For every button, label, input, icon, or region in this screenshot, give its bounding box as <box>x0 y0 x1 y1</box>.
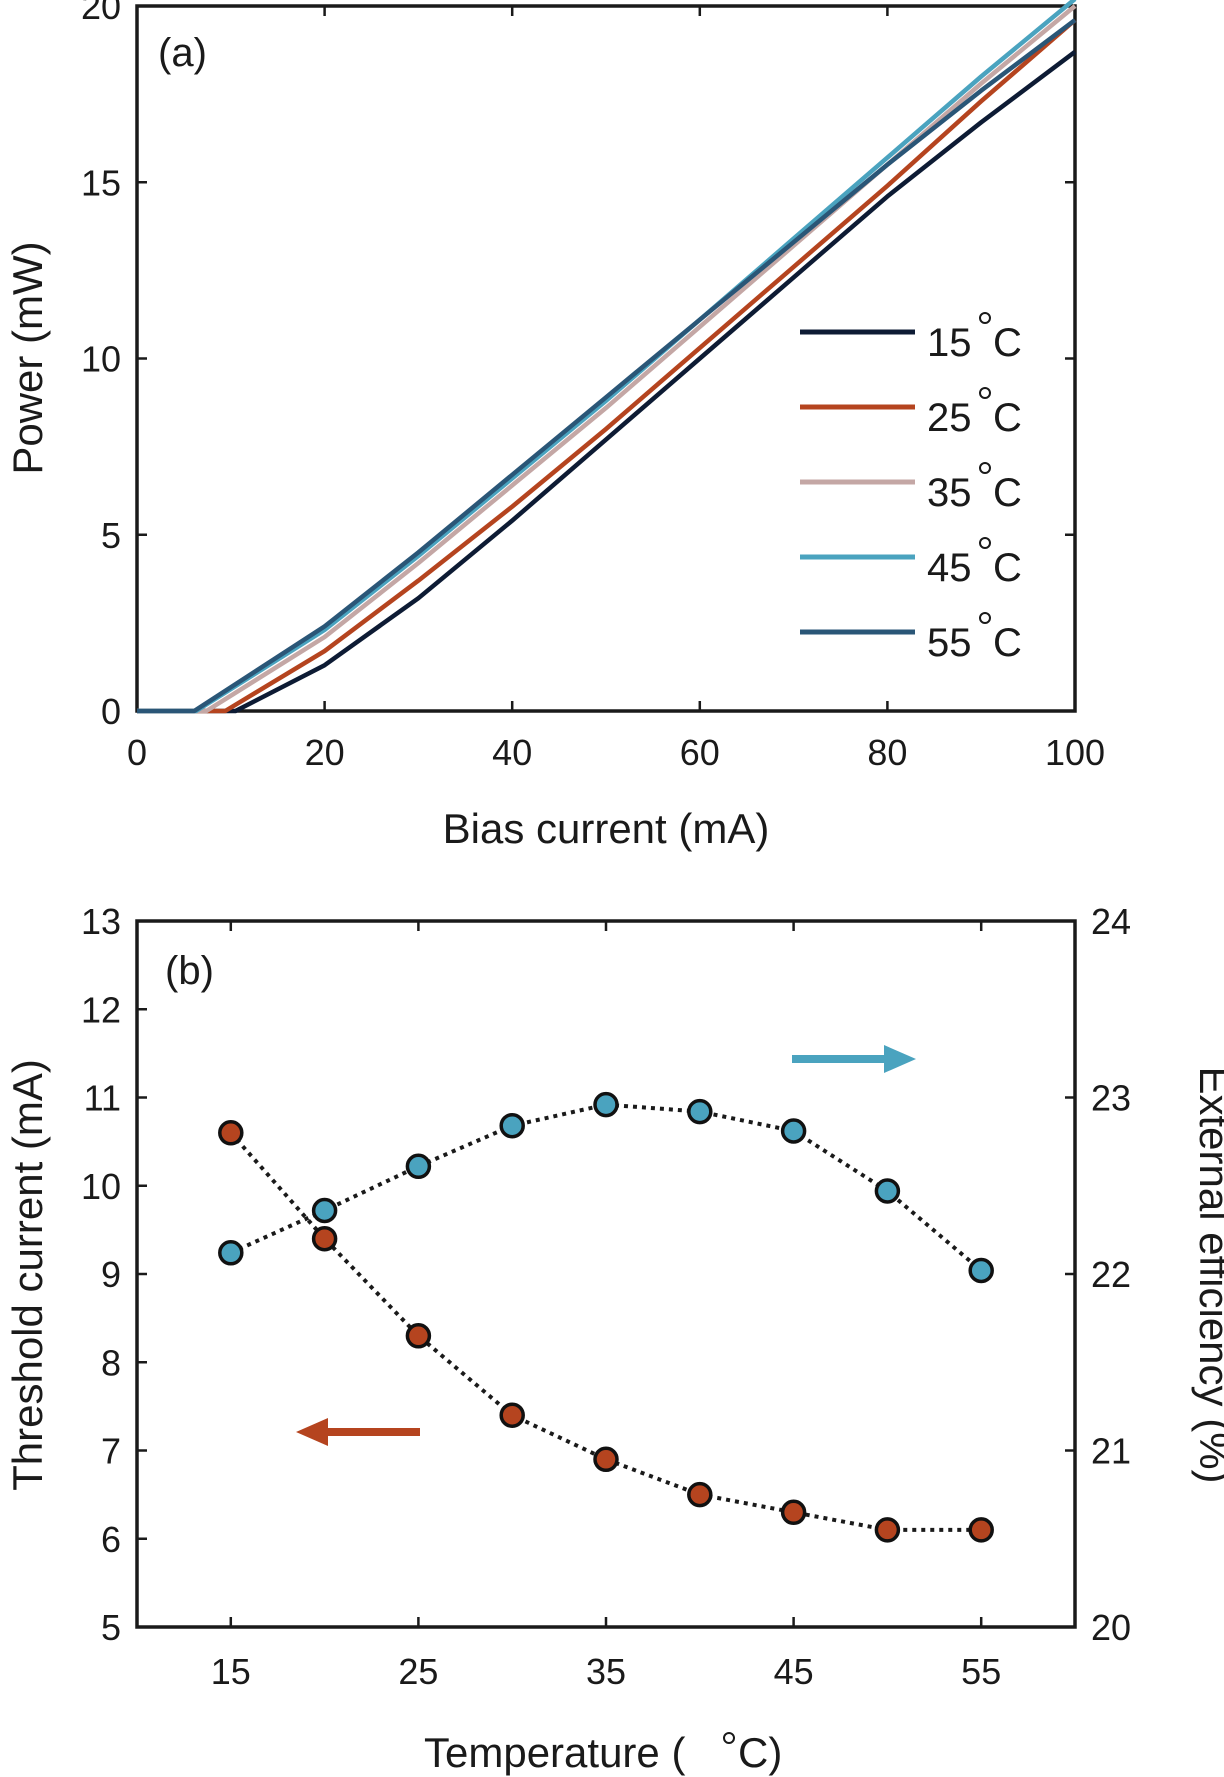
legend-degree-symbol <box>979 387 991 399</box>
data-point-right <box>218 1240 244 1266</box>
legend-label-15: 15 <box>927 321 972 365</box>
x-tick-label: 60 <box>680 732 720 773</box>
axes-frame-b <box>135 919 1077 1629</box>
y-tick-label: 15 <box>81 162 121 203</box>
y-axis-label-b: Threshold current (mA) <box>4 1059 51 1491</box>
x-tick-label: 80 <box>867 732 907 773</box>
data-point-left <box>687 1481 713 1508</box>
series-line-right <box>229 1102 983 1273</box>
y-tick-label: 10 <box>81 1166 121 1207</box>
series-line-55 <box>137 18 1077 714</box>
data-point-left <box>218 1120 244 1146</box>
data-point-right <box>874 1178 901 1204</box>
data-point-right <box>968 1257 994 1284</box>
x-tick-label: 35 <box>586 1651 626 1692</box>
y-tick-label: 8 <box>101 1342 121 1383</box>
degree-symbol <box>723 1732 735 1744</box>
x-axis-label-b: Temperature ( C) <box>424 1729 782 1776</box>
x-tick-label: 0 <box>127 732 147 773</box>
data-point-left <box>311 1225 338 1252</box>
data-point-right <box>405 1153 432 1180</box>
data-point-left <box>874 1517 901 1543</box>
data-point-right <box>593 1091 619 1118</box>
y-tick-label: 9 <box>101 1254 121 1295</box>
y-tick-label: 6 <box>101 1519 121 1560</box>
legend-label-35: 35 <box>927 471 972 515</box>
y2-axis-label-b: External efficiency (%) <box>1191 1066 1224 1483</box>
legend-a: 15 C 25 C 35 C 45 C 55 C <box>800 312 1022 665</box>
y-tick-label: 5 <box>101 515 121 556</box>
series-lines-a <box>137 0 1077 714</box>
data-point-right <box>311 1197 338 1224</box>
axis-arrows-b <box>296 1045 916 1446</box>
y-tick-label: 0 <box>101 691 121 732</box>
panel-label-b: (b) <box>165 949 214 993</box>
y-tick-label: 13 <box>81 901 121 942</box>
y2-tick-label: 23 <box>1091 1078 1131 1119</box>
data-point-right <box>687 1098 713 1125</box>
left-axis-arrow <box>296 1418 420 1446</box>
series-line-15 <box>137 50 1077 714</box>
data-point-right <box>499 1112 525 1139</box>
legend-unit-35: C <box>993 471 1022 515</box>
y-tick-label: 12 <box>81 989 121 1030</box>
y-axis-label-a: Power (mW) <box>4 241 51 474</box>
right-axis-arrow <box>792 1045 916 1073</box>
series-line-45 <box>137 0 1077 714</box>
series-lines-b <box>218 1091 994 1543</box>
x-axis-label-a: Bias current (mA) <box>443 805 770 852</box>
x-tick-label: 45 <box>774 1651 814 1692</box>
x-tick-label: 20 <box>305 732 345 773</box>
data-point-right <box>780 1118 807 1144</box>
y-tick-label: 20 <box>81 0 121 27</box>
x-tick-label: 15 <box>211 1651 251 1692</box>
y2-tick-label: 22 <box>1091 1254 1131 1295</box>
x-tick-label: 25 <box>398 1651 438 1692</box>
x-tick-label: 55 <box>961 1651 1001 1692</box>
legend-unit-55: C <box>993 621 1022 665</box>
y-tick-label: 11 <box>84 1078 121 1119</box>
x-axis-label-b-suffix: C) <box>738 1729 782 1776</box>
x-axis-label-b-text: Temperature ( <box>424 1729 685 1776</box>
x-tick-label: 40 <box>492 732 532 773</box>
legend-label-45: 45 <box>927 546 972 590</box>
y2-tick-label: 21 <box>1091 1431 1131 1472</box>
legend-degree-symbol <box>979 312 991 324</box>
y2-tick-label: 20 <box>1091 1607 1131 1648</box>
data-point-left <box>968 1517 994 1543</box>
panel-a: 0 20 40 60 80 100 0 5 10 15 20 15 C 25 C 35 C 45 C 55 C (a)… <box>4 0 1105 852</box>
legend-label-55: 55 <box>927 621 972 665</box>
data-point-left <box>499 1402 525 1428</box>
legend-degree-symbol <box>979 612 991 624</box>
legend-label-25: 25 <box>927 396 972 440</box>
x-tick-label: 100 <box>1045 732 1105 773</box>
legend-unit-15: C <box>993 321 1022 365</box>
legend-unit-45: C <box>993 546 1022 590</box>
series-line-25 <box>137 18 1077 714</box>
legend-degree-symbol <box>979 462 991 474</box>
legend-degree-symbol <box>979 537 991 549</box>
panel-label-a: (a) <box>158 31 207 75</box>
y-tick-label: 5 <box>101 1607 121 1648</box>
data-point-left <box>780 1499 807 1526</box>
axis-ticks-a: 0 20 40 60 80 100 0 5 10 15 20 <box>81 0 1105 773</box>
y-tick-label: 10 <box>81 339 121 380</box>
data-point-left <box>405 1323 432 1349</box>
data-point-left <box>593 1446 619 1473</box>
y-tick-label: 7 <box>101 1431 121 1472</box>
y2-tick-label: 24 <box>1091 901 1131 942</box>
legend-unit-25: C <box>993 396 1022 440</box>
